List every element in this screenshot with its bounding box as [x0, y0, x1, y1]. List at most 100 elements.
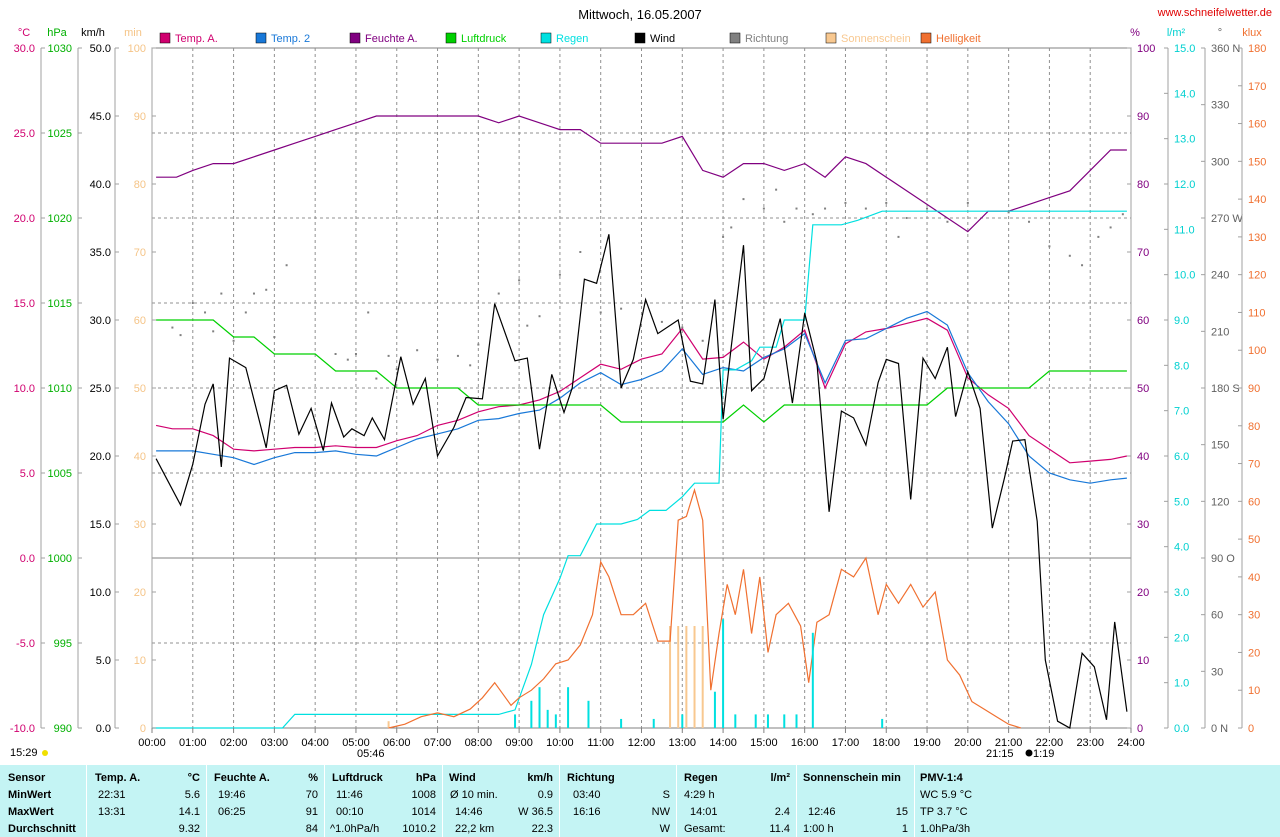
series-richtung-point	[456, 354, 459, 357]
axis-label-temp: -10.0	[10, 723, 35, 735]
axis-unit-pressure: hPa	[47, 27, 67, 39]
series-richtung-point	[1097, 235, 1100, 238]
series-richtung-point	[558, 273, 561, 276]
moon-time: 1:19	[1033, 748, 1054, 760]
axis-label-rain: 0.0	[1174, 723, 1189, 735]
series-richtung-point	[885, 201, 888, 204]
legend-label: Luftdruck	[461, 33, 507, 45]
axis-label-direction: 150	[1211, 440, 1229, 452]
pmv-trend: 1.0hPa/3h	[920, 823, 971, 835]
axis-label-humidity: 50	[1137, 383, 1149, 395]
axis-label-rain: 12.0	[1174, 179, 1195, 191]
dir-title: Richtung	[567, 772, 615, 784]
hum-max-time: 06:25	[218, 806, 246, 818]
series-richtung-point	[220, 292, 223, 295]
series-regen-intervall--bar	[567, 687, 570, 728]
axis-label-rain: 10.0	[1174, 270, 1195, 282]
x-tick-label: 07:00	[424, 737, 452, 749]
series-richtung-point	[416, 349, 419, 352]
axis-label-sun: 60	[134, 315, 146, 327]
axis-label-light: 0	[1248, 723, 1254, 735]
legend-swatch	[349, 32, 361, 44]
row-label-avg: Durchschnitt	[8, 823, 76, 835]
axis-label-wind: 45.0	[90, 111, 111, 123]
row-label-max: MaxWert	[8, 806, 54, 818]
series-richtung-point	[946, 220, 949, 223]
axis-unit-light: klux	[1242, 27, 1262, 39]
series-regen-intervall--bar	[795, 714, 798, 728]
chart-series	[152, 115, 1128, 729]
axis-label-rain: 5.0	[1174, 496, 1189, 508]
axis-label-humidity: 10	[1137, 655, 1149, 667]
axis-label-pressure: 1025	[48, 128, 72, 140]
axis-label-rain: 11.0	[1174, 224, 1195, 236]
hum-max: 91	[305, 806, 318, 818]
series-regen-intervall--bar	[681, 714, 684, 728]
rain-max: 2.4	[774, 806, 790, 818]
axis-unit-sun: min	[124, 27, 142, 39]
axis-label-rain: 14.0	[1174, 88, 1195, 100]
series-richtung-point	[375, 377, 378, 380]
series-regen-intervall--bar	[881, 718, 884, 728]
x-tick-label: 09:00	[505, 737, 533, 749]
moon-icon	[1025, 749, 1033, 757]
axis-label-sun: 80	[134, 179, 146, 191]
axis-label-light: 150	[1248, 156, 1266, 168]
row-label-sensor: Sensor	[8, 772, 46, 784]
axis-label-rain: 1.0	[1174, 678, 1189, 690]
pmv-windchill: WC 5.9 °C	[920, 789, 973, 801]
x-tick-label: 02:00	[220, 737, 248, 749]
series-richtung-point	[722, 235, 725, 238]
legend-swatch	[729, 32, 741, 44]
axis-label-temp: 5.0	[20, 468, 35, 480]
wind-max: W 36.5	[518, 806, 553, 818]
axis-label-wind: 25.0	[90, 383, 111, 395]
axis-label-wind: 15.0	[90, 519, 111, 531]
series-richtung-point	[795, 207, 798, 210]
sun-hour-label: 1:00 h	[803, 823, 834, 835]
chart-title: Mittwoch, 16.05.2007	[578, 7, 702, 22]
hum-min-time: 19:46	[218, 789, 246, 801]
series-richtung-point	[354, 353, 357, 355]
axis-label-rain: 9.0	[1174, 315, 1189, 327]
rain-duration: 4:29 h	[684, 789, 715, 801]
site-url[interactable]: www.schneifelwetter.de	[1157, 7, 1272, 19]
series-richtung-point	[191, 302, 194, 304]
series-richtung-point	[762, 207, 765, 210]
axis-label-pressure: 1000	[48, 553, 72, 565]
series-richtung-point	[204, 311, 207, 314]
wind-avg: 22.3	[531, 823, 553, 835]
series-richtung-point	[660, 320, 663, 323]
axis-label-direction: 30	[1211, 666, 1223, 678]
axis-label-sun: 70	[134, 247, 146, 259]
sun-title: Sonnenschein min	[803, 772, 901, 784]
series-regen-intervall--bar	[811, 632, 814, 728]
dir-min: S	[662, 789, 670, 801]
series-richtung-point	[436, 358, 439, 361]
press-unit: hPa	[415, 772, 436, 784]
axis-label-rain: 15.0	[1174, 43, 1195, 55]
series-richtung-point	[526, 324, 529, 327]
legend-label: Feuchte A.	[365, 33, 418, 45]
x-tick-label: 06:00	[383, 737, 411, 749]
axis-label-direction: 360 N	[1211, 43, 1240, 55]
series-regen-intervall--bar	[554, 714, 557, 728]
series-richtung-point	[864, 207, 867, 210]
axis-label-light: 60	[1248, 496, 1260, 508]
series-richtung-point	[265, 288, 268, 291]
axis-label-direction: 180 S	[1211, 383, 1240, 395]
x-tick-label: 12:00	[628, 737, 656, 749]
series-richtung-point	[273, 336, 276, 338]
axis-label-direction: 210	[1211, 326, 1229, 338]
rain-total: 11.4	[769, 823, 790, 835]
axis-label-sun: 90	[134, 111, 146, 123]
axis-label-wind: 50.0	[90, 43, 111, 55]
axis-label-light: 170	[1248, 81, 1266, 93]
axis-label-direction: 330	[1211, 100, 1229, 112]
axis-label-direction: 270 W	[1211, 213, 1243, 225]
axis-label-light: 90	[1248, 383, 1260, 395]
dir-max-time: 16:16	[573, 806, 601, 818]
axis-label-rain: 4.0	[1174, 542, 1189, 554]
series-feuchte-a--line	[156, 115, 1127, 233]
temp-max: 14.1	[178, 806, 200, 818]
